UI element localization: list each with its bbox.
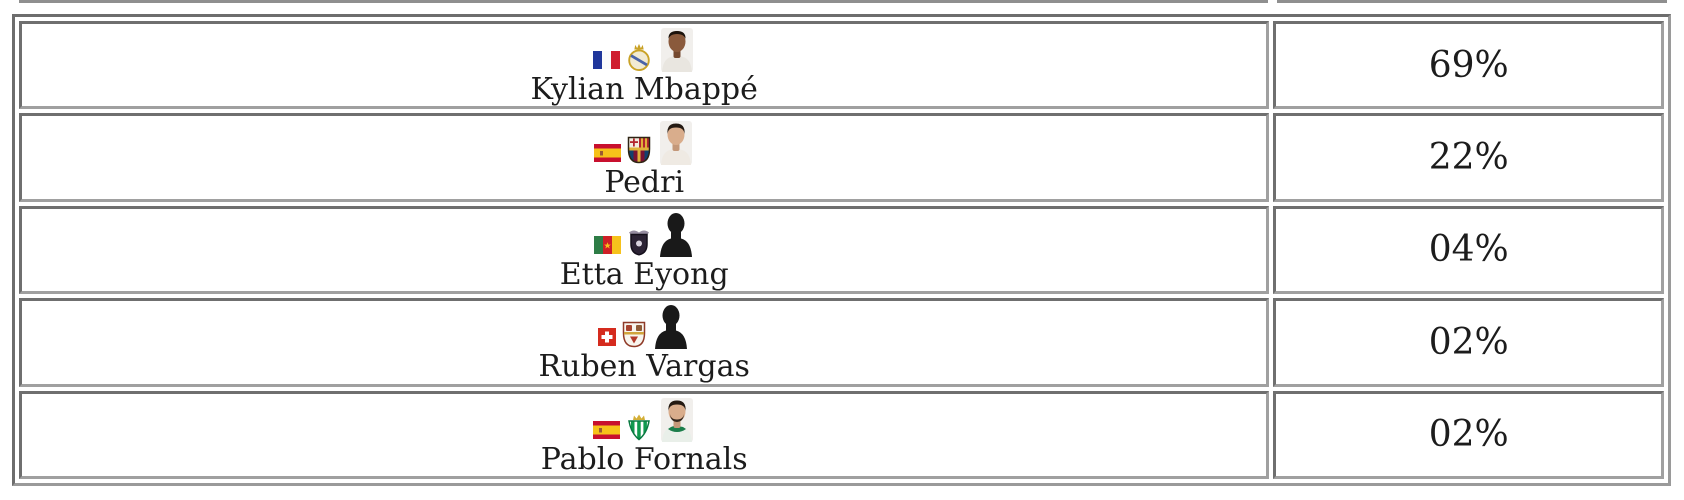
- player-row: Pedri 22%: [19, 113, 1664, 202]
- player-icons: [22, 211, 1266, 257]
- player-cell: Kylian Mbappé: [19, 21, 1270, 110]
- percent-cell: 02%: [1273, 298, 1664, 387]
- player-cell: Pablo Fornals: [19, 390, 1270, 479]
- player-icons: [22, 303, 1266, 350]
- player-row: Etta Eyong 04%: [19, 205, 1664, 295]
- player-cell: Etta Eyong: [19, 205, 1270, 295]
- cropped-row-border-right: [1277, 0, 1667, 3]
- percent-cell: 04%: [1273, 205, 1664, 295]
- player-cell: Ruben Vargas: [19, 298, 1270, 387]
- percent-cell: 02%: [1273, 390, 1664, 479]
- player-row: Pablo Fornals 02%: [19, 390, 1664, 479]
- spain-flag-icon: [593, 143, 621, 162]
- percent-value: 02%: [1428, 414, 1509, 456]
- spain-flag-icon: [592, 420, 620, 439]
- levante-crest-icon: [628, 230, 649, 256]
- player-headshot-icon: [660, 28, 693, 73]
- barcelona-crest-icon: [627, 136, 650, 163]
- player-icons: [22, 119, 1266, 165]
- real-betis-crest-icon: [627, 414, 650, 441]
- player-icons: [22, 396, 1266, 442]
- percent-value: 22%: [1428, 137, 1509, 179]
- player-headshot-icon: [659, 120, 692, 165]
- player-name: Kylian Mbappé: [530, 72, 758, 108]
- player-headshot-icon: [660, 397, 693, 442]
- percent-value: 69%: [1428, 44, 1509, 86]
- player-cell: Pedri: [19, 113, 1270, 202]
- player-icons: [22, 26, 1266, 73]
- silhouette-avatar-icon: [659, 212, 692, 257]
- real-madrid-crest-icon: [627, 44, 650, 72]
- percent-cell: 22%: [1273, 113, 1664, 202]
- player-name: Ruben Vargas: [538, 349, 750, 385]
- player-row: Ruben Vargas 02%: [19, 298, 1664, 387]
- percent-value: 04%: [1428, 229, 1509, 271]
- cameroon-flag-icon: [593, 235, 621, 254]
- player-vote-table: Kylian Mbappé 69%: [12, 14, 1671, 486]
- silhouette-avatar-icon: [655, 305, 688, 350]
- sevilla-crest-icon: [622, 322, 646, 348]
- france-flag-icon: [592, 51, 620, 70]
- player-name: Etta Eyong: [559, 256, 729, 292]
- percent-value: 02%: [1428, 321, 1509, 363]
- percent-cell: 69%: [1273, 21, 1664, 110]
- cropped-row-border-left: [19, 0, 1268, 3]
- player-name: Pedri: [604, 164, 685, 200]
- switzerland-flag-icon: [598, 328, 617, 347]
- player-row: Kylian Mbappé 69%: [19, 21, 1664, 110]
- player-name: Pablo Fornals: [540, 441, 748, 477]
